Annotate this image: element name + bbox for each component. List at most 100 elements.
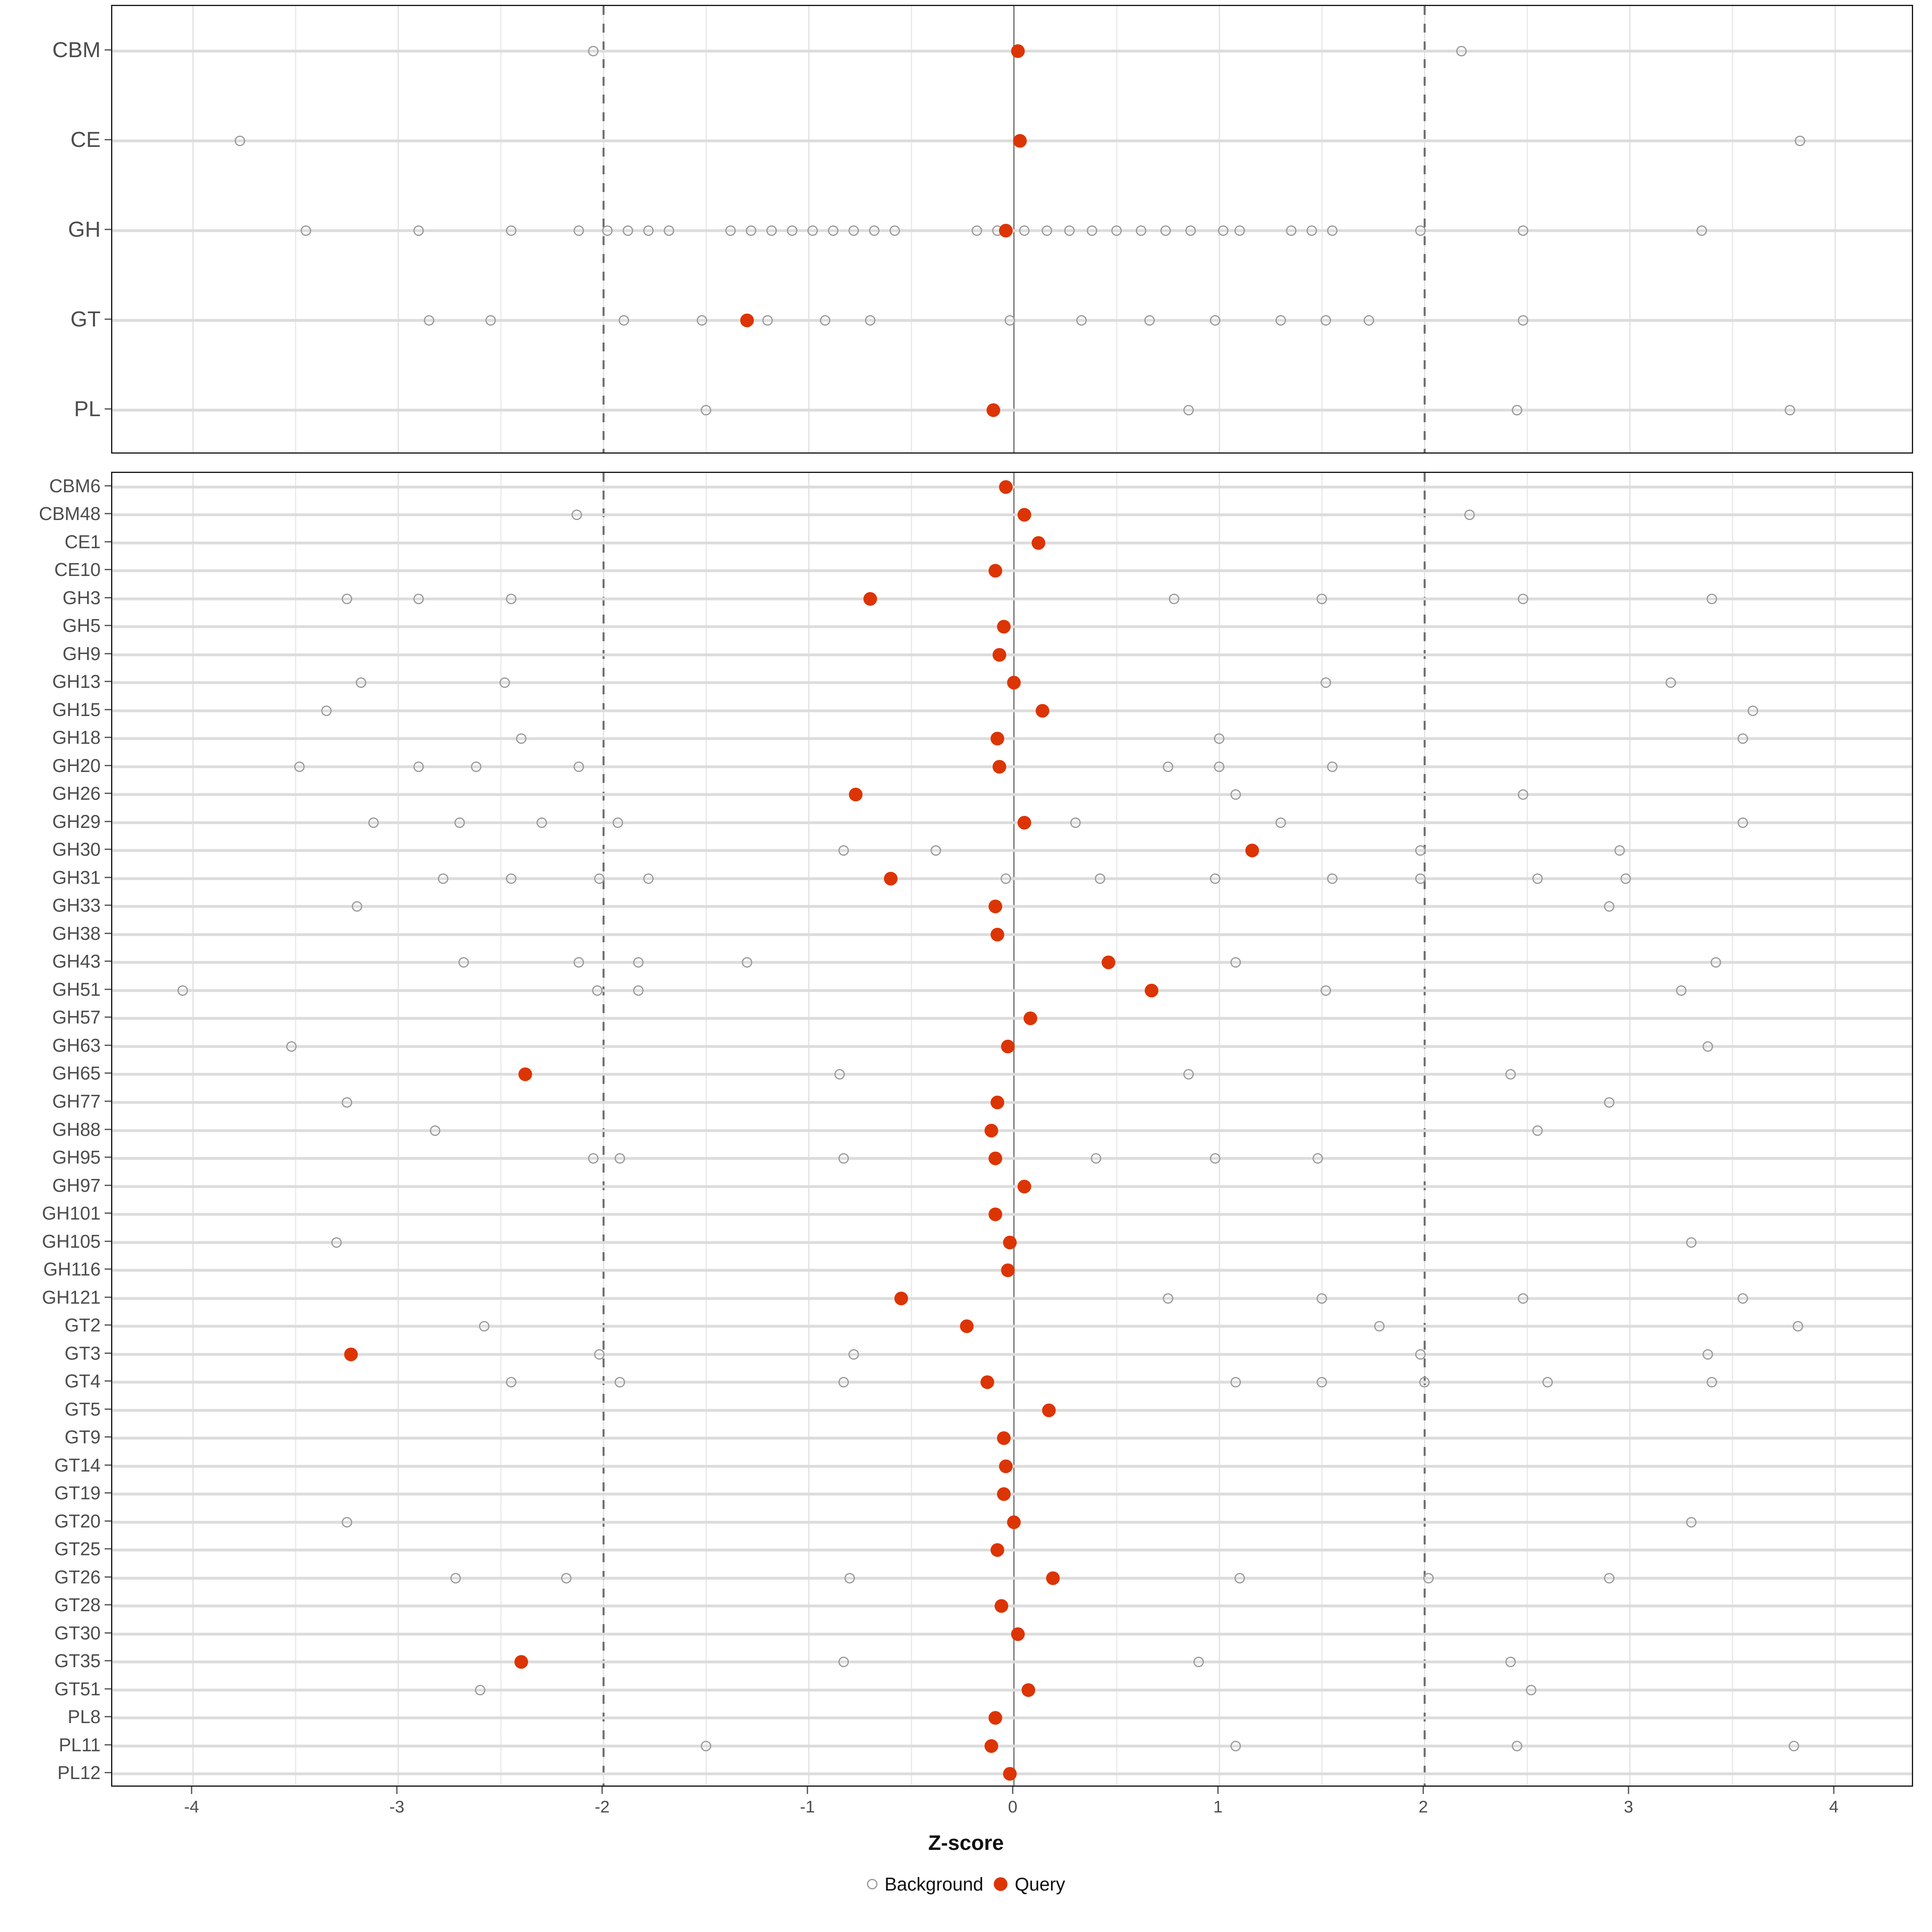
background-point[interactable] (1423, 1573, 1434, 1583)
query-point[interactable] (980, 1375, 994, 1389)
query-point[interactable] (849, 788, 863, 802)
background-point[interactable] (1620, 873, 1631, 884)
background-point[interactable] (506, 225, 516, 236)
query-point[interactable] (989, 564, 1003, 578)
background-point[interactable] (1789, 1740, 1799, 1751)
background-point[interactable] (341, 593, 352, 604)
query-point[interactable] (1007, 676, 1021, 690)
background-point[interactable] (1707, 1377, 1717, 1388)
query-point[interactable] (997, 1431, 1011, 1445)
query-point[interactable] (894, 1291, 908, 1305)
background-point[interactable] (1614, 845, 1625, 856)
background-point[interactable] (643, 873, 654, 884)
query-point[interactable] (989, 1208, 1003, 1222)
background-point[interactable] (1210, 315, 1220, 326)
background-point[interactable] (1162, 1293, 1173, 1304)
background-point[interactable] (429, 1125, 440, 1136)
background-point[interactable] (1793, 1321, 1804, 1332)
background-point[interactable] (454, 817, 465, 828)
query-point[interactable] (989, 1152, 1003, 1165)
query-point[interactable] (999, 480, 1013, 494)
query-point[interactable] (1046, 1571, 1060, 1585)
background-point[interactable] (1111, 225, 1122, 236)
background-point[interactable] (838, 1377, 849, 1388)
background-point[interactable] (1321, 677, 1331, 688)
background-point[interactable] (1168, 593, 1179, 604)
background-point[interactable] (848, 1349, 859, 1360)
query-point[interactable] (991, 1095, 1005, 1109)
background-point[interactable] (1686, 1237, 1697, 1248)
background-point[interactable] (1218, 225, 1229, 236)
background-point[interactable] (1230, 789, 1241, 800)
query-point[interactable] (1001, 1263, 1015, 1278)
background-point[interactable] (450, 1573, 461, 1583)
background-point[interactable] (1505, 1657, 1516, 1668)
background-point[interactable] (485, 315, 496, 326)
background-point[interactable] (869, 225, 880, 236)
background-point[interactable] (235, 135, 246, 146)
background-point[interactable] (633, 985, 644, 996)
background-point[interactable] (972, 225, 983, 236)
query-point[interactable] (740, 313, 754, 327)
background-point[interactable] (1666, 677, 1676, 688)
background-point[interactable] (1193, 1657, 1204, 1668)
background-point[interactable] (725, 225, 736, 236)
background-point[interactable] (838, 845, 849, 856)
query-point[interactable] (989, 900, 1003, 914)
background-point[interactable] (479, 1321, 490, 1332)
background-point[interactable] (1230, 957, 1241, 968)
query-point[interactable] (1017, 508, 1031, 522)
background-point[interactable] (602, 225, 613, 236)
query-point[interactable] (1042, 1403, 1056, 1417)
query-point[interactable] (984, 1123, 998, 1137)
background-point[interactable] (471, 761, 481, 772)
background-point[interactable] (1784, 405, 1795, 415)
background-point[interactable] (838, 1153, 849, 1164)
background-point[interactable] (1230, 1740, 1241, 1751)
query-point[interactable] (999, 1459, 1013, 1473)
background-point[interactable] (413, 593, 424, 604)
background-point[interactable] (1160, 225, 1171, 236)
background-point[interactable] (1317, 1293, 1327, 1304)
background-point[interactable] (746, 225, 757, 236)
legend-item-background[interactable]: Background (867, 1873, 983, 1895)
background-point[interactable] (1364, 315, 1375, 326)
background-point[interactable] (890, 225, 900, 236)
background-point[interactable] (573, 225, 584, 236)
background-point[interactable] (623, 225, 634, 236)
background-point[interactable] (1214, 733, 1224, 744)
query-point[interactable] (999, 223, 1013, 237)
query-point[interactable] (1144, 983, 1158, 997)
background-point[interactable] (643, 225, 654, 236)
background-point[interactable] (1604, 901, 1614, 912)
background-point[interactable] (1415, 845, 1426, 856)
background-point[interactable] (766, 225, 777, 236)
background-point[interactable] (1230, 1377, 1241, 1388)
background-point[interactable] (1000, 873, 1011, 884)
legend-item-query[interactable]: Query (994, 1873, 1065, 1895)
background-point[interactable] (506, 1377, 516, 1388)
background-point[interactable] (571, 510, 582, 520)
background-point[interactable] (762, 315, 773, 326)
query-point[interactable] (991, 732, 1005, 746)
background-point[interactable] (1702, 1041, 1713, 1052)
background-point[interactable] (787, 225, 798, 236)
background-point[interactable] (612, 817, 623, 828)
background-point[interactable] (838, 1657, 849, 1668)
background-point[interactable] (614, 1153, 625, 1164)
background-point[interactable] (1091, 1153, 1101, 1164)
background-point[interactable] (1019, 225, 1030, 236)
background-point[interactable] (834, 1069, 845, 1080)
background-point[interactable] (1604, 1573, 1614, 1583)
query-point[interactable] (997, 620, 1011, 634)
background-point[interactable] (1415, 873, 1426, 884)
background-point[interactable] (1312, 1153, 1323, 1164)
background-point[interactable] (1532, 1125, 1543, 1136)
background-point[interactable] (573, 957, 584, 968)
background-point[interactable] (1505, 1069, 1516, 1080)
background-point[interactable] (458, 957, 469, 968)
query-point[interactable] (1003, 1235, 1017, 1249)
query-point[interactable] (991, 927, 1005, 941)
background-point[interactable] (341, 1097, 352, 1108)
background-point[interactable] (1511, 1740, 1522, 1751)
